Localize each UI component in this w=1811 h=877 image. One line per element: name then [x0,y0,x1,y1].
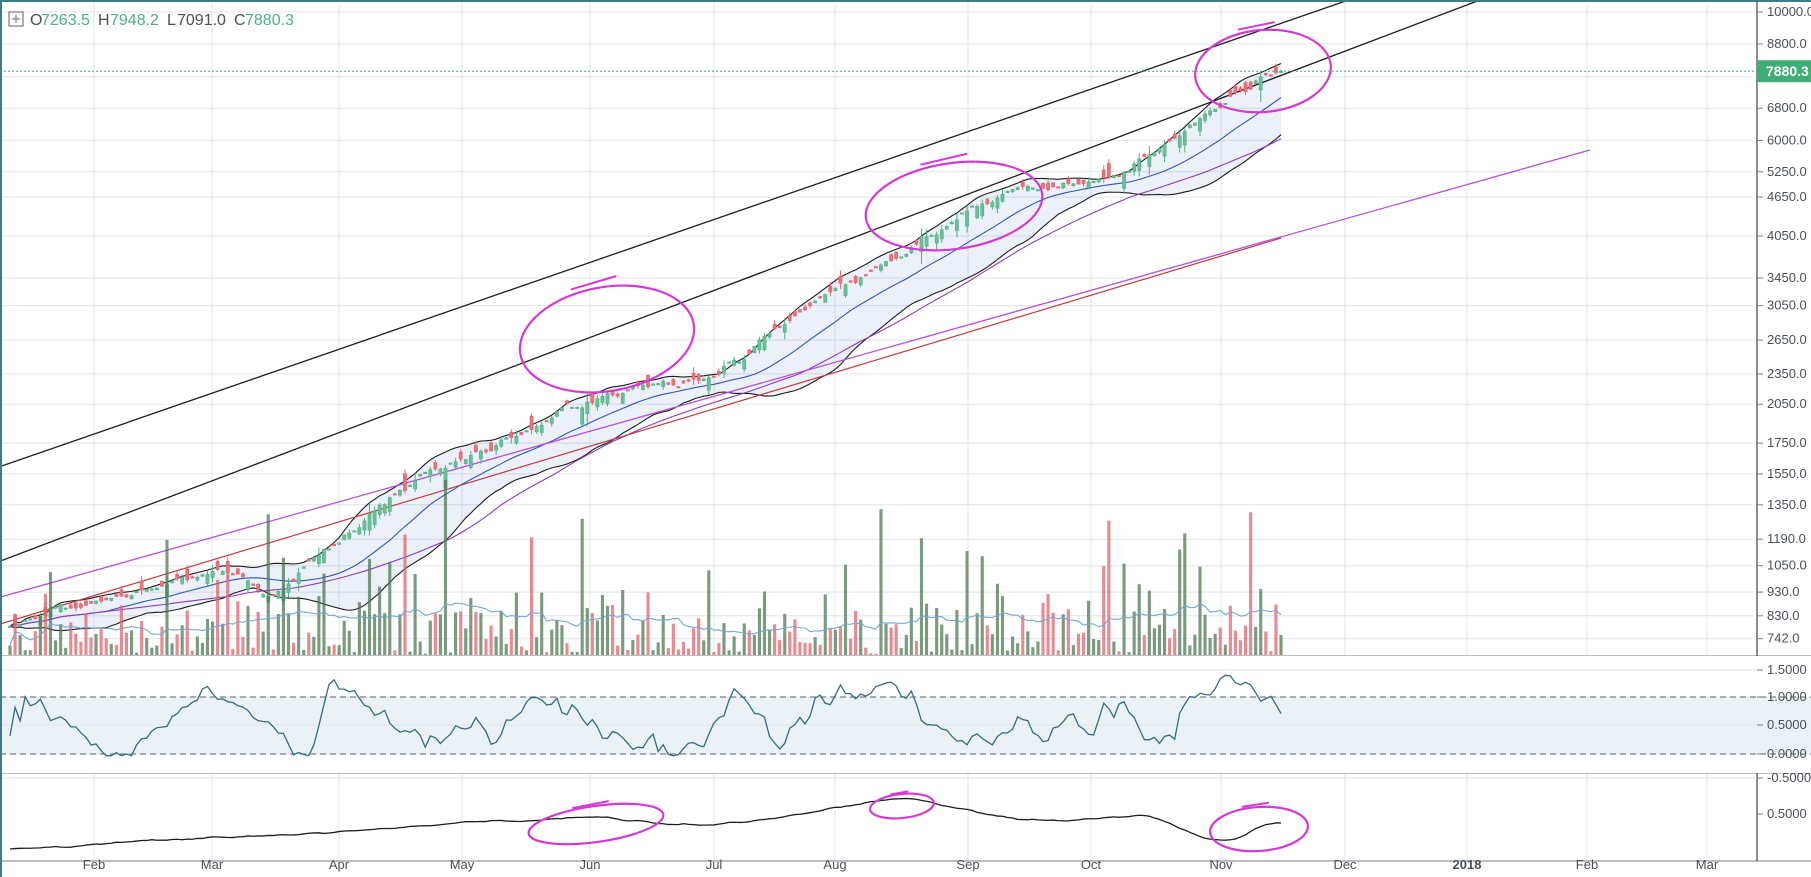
svg-text:10000.0: 10000.0 [1767,4,1811,19]
svg-text:1050.0: 1050.0 [1767,558,1807,573]
svg-text:Dec: Dec [1333,857,1357,872]
svg-text:2050.0: 2050.0 [1767,396,1807,411]
svg-text:0.5000: 0.5000 [1767,806,1807,821]
svg-text:1750.0: 1750.0 [1767,435,1807,450]
svg-text:1.5000: 1.5000 [1767,662,1807,677]
svg-text:C: C [234,12,246,29]
svg-text:Mar: Mar [201,857,224,872]
svg-text:0.5000: 0.5000 [1767,717,1807,732]
svg-text:1190.0: 1190.0 [1767,531,1806,546]
svg-text:H: H [98,12,110,29]
svg-text:-0.5000: -0.5000 [1767,770,1811,785]
svg-text:Mar: Mar [1696,857,1719,872]
svg-text:830.0: 830.0 [1767,608,1800,623]
svg-text:7091.0: 7091.0 [177,12,226,29]
svg-text:Sep: Sep [956,857,979,872]
svg-text:1350.0: 1350.0 [1767,497,1807,512]
svg-text:Apr: Apr [329,857,350,872]
svg-text:1550.0: 1550.0 [1767,466,1807,481]
svg-text:Jul: Jul [706,857,723,872]
svg-text:May: May [450,857,475,872]
svg-text:6800.0: 6800.0 [1767,100,1807,115]
svg-text:7880.3: 7880.3 [245,12,294,29]
svg-text:4650.0: 4650.0 [1767,189,1807,204]
svg-text:Nov: Nov [1209,857,1233,872]
svg-text:3050.0: 3050.0 [1767,298,1807,313]
svg-text:2018: 2018 [1453,857,1482,872]
svg-text:7948.2: 7948.2 [110,12,159,29]
svg-text:930.0: 930.0 [1767,584,1800,599]
svg-text:742.0: 742.0 [1767,631,1800,646]
svg-text:7880.3: 7880.3 [1766,63,1809,79]
svg-text:5250.0: 5250.0 [1767,164,1807,179]
svg-text:2350.0: 2350.0 [1767,366,1807,381]
svg-text:8800.0: 8800.0 [1767,36,1807,51]
svg-text:6000.0: 6000.0 [1767,132,1807,147]
svg-text:3450.0: 3450.0 [1767,270,1807,285]
svg-text:L: L [167,12,176,29]
svg-text:Feb: Feb [83,857,105,872]
svg-text:Aug: Aug [823,857,846,872]
svg-text:Jun: Jun [580,857,601,872]
svg-text:2650.0: 2650.0 [1767,332,1807,347]
svg-text:Feb: Feb [1576,857,1598,872]
svg-text:4050.0: 4050.0 [1767,228,1807,243]
svg-text:7263.5: 7263.5 [41,12,90,29]
svg-text:Oct: Oct [1081,857,1102,872]
